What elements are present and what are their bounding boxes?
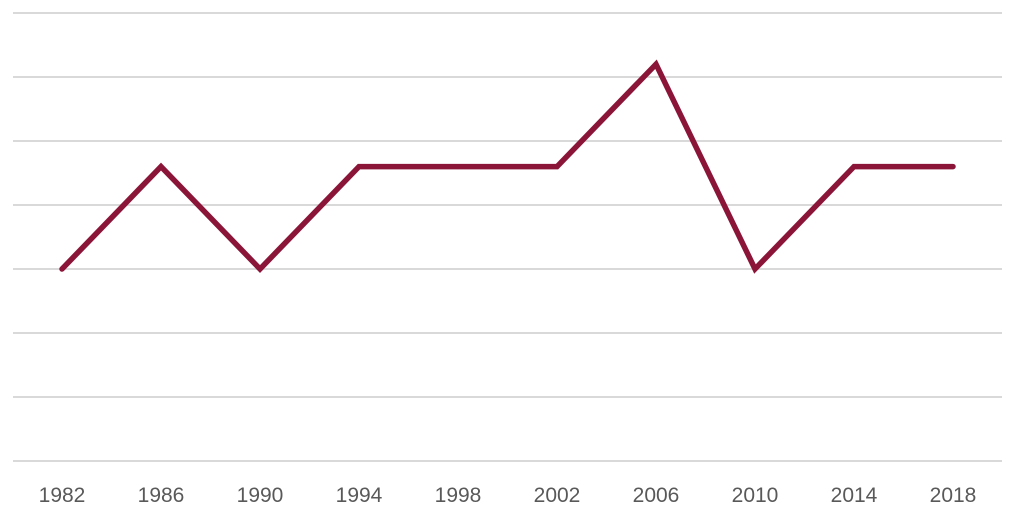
x-tick-label: 2010	[732, 484, 779, 507]
data-point	[950, 164, 956, 170]
gridlines	[13, 12, 1002, 462]
x-tick-label: 1990	[237, 484, 284, 507]
series-layer	[59, 59, 956, 274]
data-point	[158, 164, 164, 170]
x-tick-label: 1982	[39, 484, 86, 507]
x-tick-label: 2006	[633, 484, 680, 507]
x-axis-tick-labels: 1982 1986 1990 1994 1998 2002 2006 2010 2014 2018	[39, 484, 977, 507]
data-point	[59, 266, 65, 272]
data-point	[257, 266, 263, 272]
x-tick-label: 1986	[138, 484, 185, 507]
x-tick-label: 2018	[930, 484, 977, 507]
data-point	[653, 61, 659, 67]
data-point	[554, 164, 560, 170]
data-point	[851, 164, 857, 170]
data-point	[455, 164, 461, 170]
series-line	[59, 59, 956, 274]
x-tick-label: 1998	[435, 484, 482, 507]
x-tick-label: 1994	[336, 484, 383, 507]
x-tick-label: 2014	[831, 484, 878, 507]
x-tick-label: 2002	[534, 484, 581, 507]
data-point	[356, 164, 362, 170]
data-point	[752, 266, 758, 272]
